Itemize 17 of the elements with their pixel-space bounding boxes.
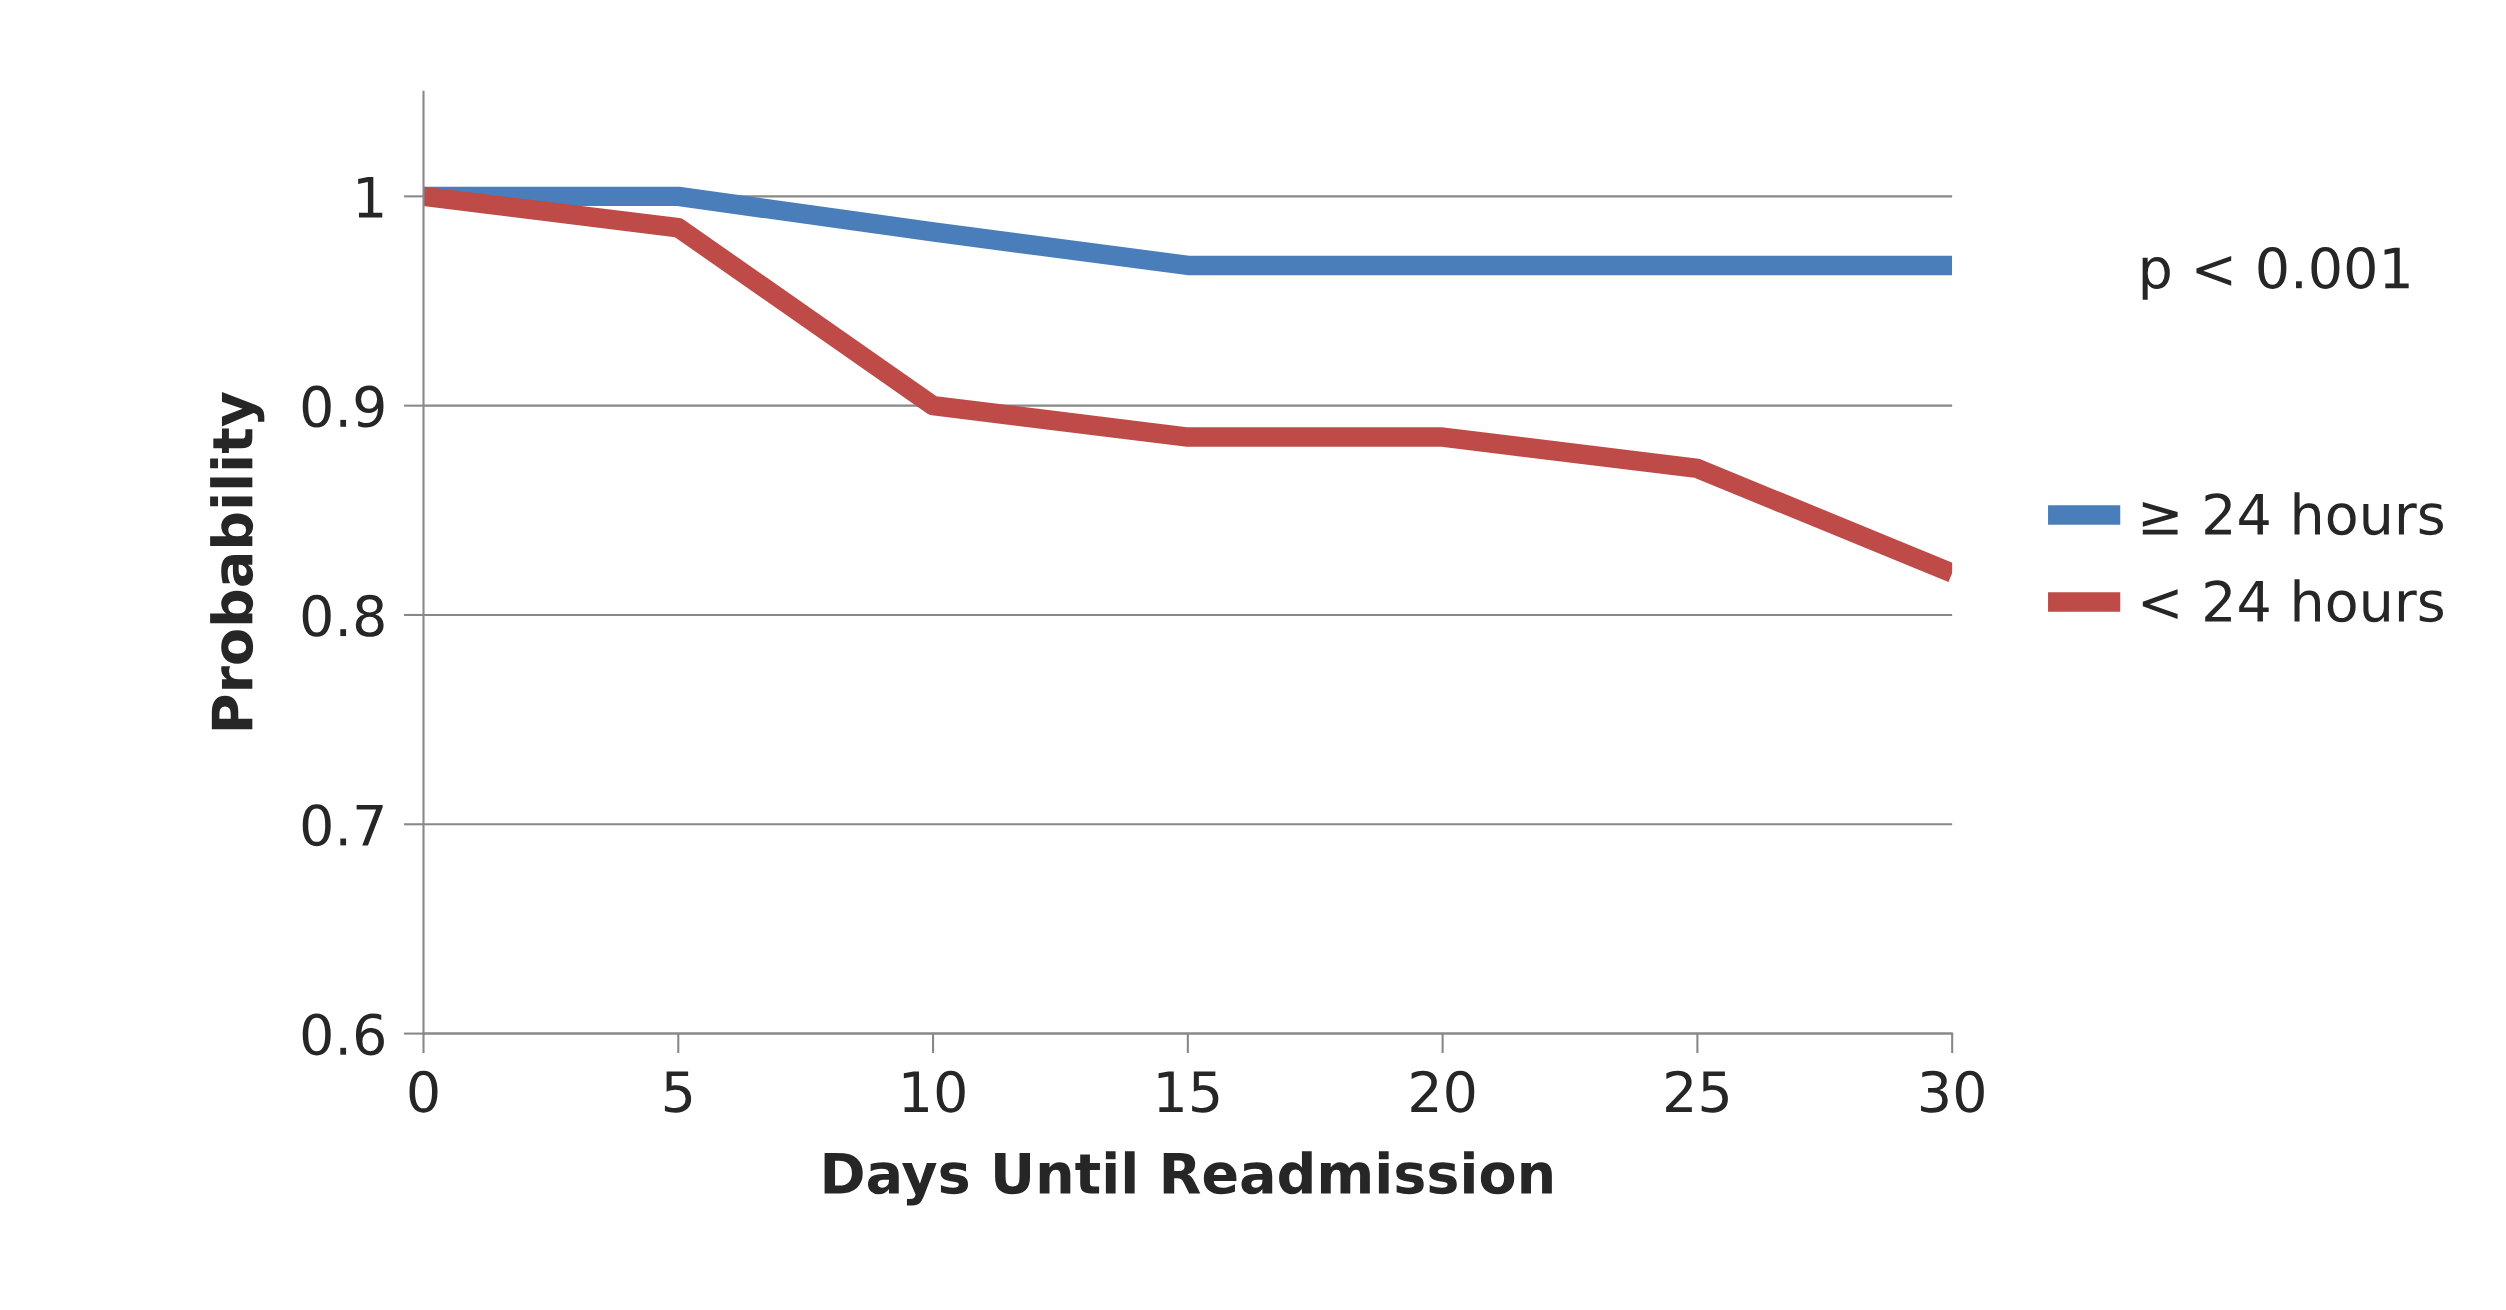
text: p < 0.001 [2142, 246, 2409, 300]
x-tick-label: 5 [664, 1071, 692, 1113]
y-tick-label: 0.9 [302, 385, 384, 428]
x-tick-label: 25 [1666, 1070, 1728, 1113]
x-axis-title: Days Until Readmission [824, 1151, 1552, 1206]
y-tick-label: 0.7 [302, 804, 383, 847]
y-tick-label: 0.6 [302, 1013, 384, 1056]
x-tick-label: 20 [1411, 1070, 1475, 1113]
y-tick-label: 0.8 [302, 594, 384, 637]
y-axis-title: Probability [210, 392, 265, 730]
x-tick-label: 30 [1921, 1070, 1984, 1113]
x-tick-label: 10 [903, 1070, 965, 1113]
legend-label: ≥ 24 hours [2142, 492, 2443, 536]
x-tick-label: 15 [1158, 1071, 1219, 1113]
y-tick-label: 1 [358, 176, 383, 218]
legend-label: < 24 hours [2142, 579, 2443, 623]
x-tick-label: 0 [409, 1070, 438, 1113]
